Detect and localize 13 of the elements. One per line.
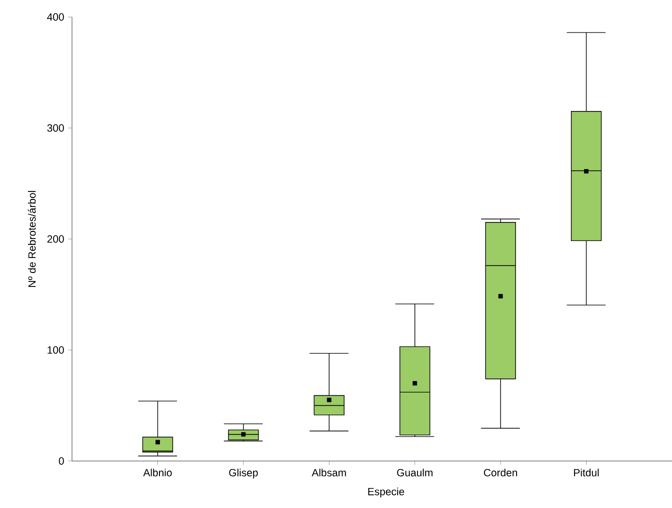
- y-tick-label: 400: [47, 13, 64, 21]
- x-tick-label: Glisep: [229, 468, 258, 478]
- y-tick-label: 300: [47, 124, 64, 132]
- y-axis-title: Nº de Rebrotes/árbol: [28, 191, 36, 287]
- y-tick-label: 0: [58, 457, 64, 465]
- y-tick-label: 100: [48, 346, 64, 354]
- y-tick-label: 200: [47, 235, 64, 243]
- x-tick-label: Corden: [484, 468, 518, 476]
- x-tick-label: Albnio: [143, 468, 172, 476]
- x-tick-label: Guaulm: [397, 468, 432, 476]
- x-axis-title: Especie: [368, 488, 404, 498]
- x-tick-label: Pitdul: [574, 468, 599, 476]
- x-tick-label: Albsam: [312, 468, 346, 476]
